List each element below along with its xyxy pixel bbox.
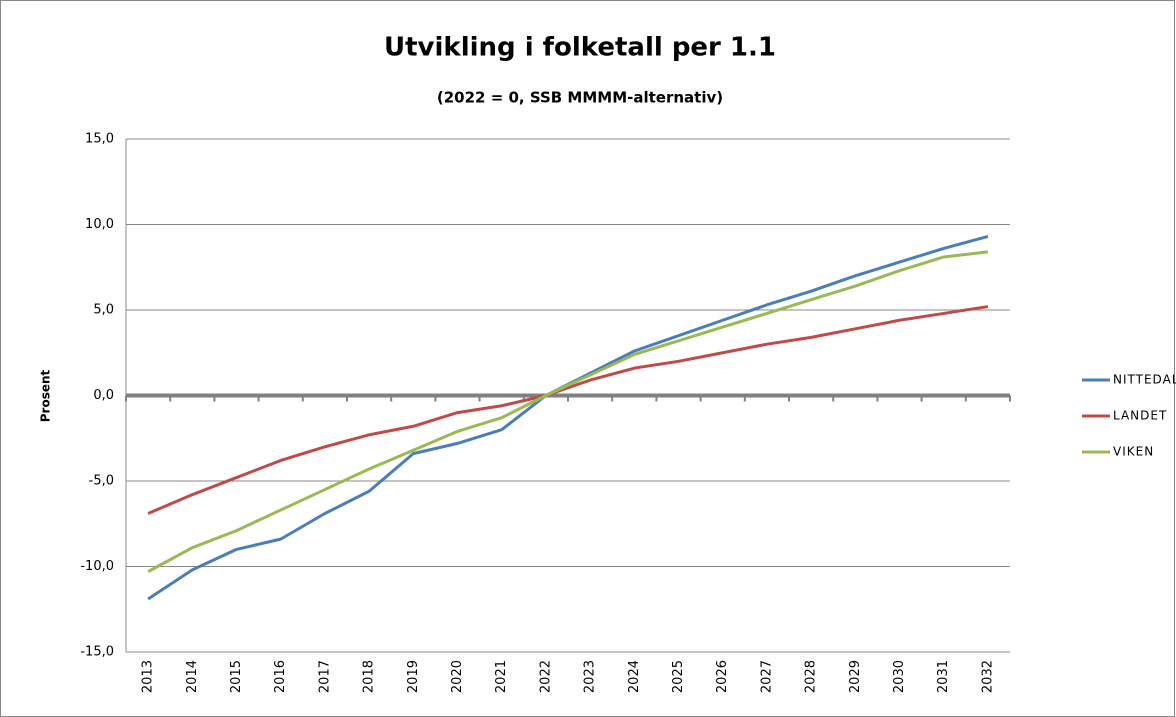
x-tick-label: 2024 xyxy=(627,660,642,693)
x-tick-label: 2025 xyxy=(671,660,686,693)
y-axis-label: Prosent xyxy=(39,369,53,422)
x-tick-label: 2027 xyxy=(759,660,774,693)
chart-title: Utvikling i folketall per 1.1 xyxy=(384,33,776,63)
x-tick-label: 2023 xyxy=(583,660,598,693)
x-tick-label: 2021 xyxy=(494,660,509,693)
x-tick-label: 2014 xyxy=(185,660,200,693)
x-tick-label: 2031 xyxy=(936,660,951,693)
y-tick-label: 5,0 xyxy=(93,303,114,318)
y-tick-label: 15,0 xyxy=(85,132,114,147)
y-tick-label: -5,0 xyxy=(89,474,114,489)
legend-label: LANDET xyxy=(1113,409,1167,423)
x-tick-label: 2022 xyxy=(538,660,553,693)
x-tick-label: 2030 xyxy=(892,660,907,693)
series-line xyxy=(147,305,989,515)
legend-label: NITTEDAL xyxy=(1113,373,1176,387)
x-tick-label: 2019 xyxy=(406,660,421,693)
x-tick-label: 2020 xyxy=(450,660,465,693)
x-tick-label: 2018 xyxy=(362,660,377,693)
x-tick-label: 2028 xyxy=(804,660,819,693)
chart-subtitle: (2022 = 0, SSB MMMM-alternativ) xyxy=(437,89,723,107)
x-tick-label: 2016 xyxy=(273,660,288,693)
x-tick-label: 2026 xyxy=(715,660,730,693)
y-tick-label: 10,0 xyxy=(85,217,114,232)
x-tick-label: 2013 xyxy=(141,660,156,693)
legend-label: VIKEN xyxy=(1113,445,1154,459)
series-line xyxy=(147,250,989,573)
y-tick-label: -15,0 xyxy=(80,645,114,660)
y-tick-label: -10,0 xyxy=(80,559,114,574)
x-tick-label: 2017 xyxy=(317,660,332,693)
x-tick-label: 2032 xyxy=(980,660,995,693)
x-tick-label: 2015 xyxy=(229,660,244,693)
y-tick-label: 0,0 xyxy=(93,388,114,403)
x-tick-label: 2029 xyxy=(848,660,863,693)
